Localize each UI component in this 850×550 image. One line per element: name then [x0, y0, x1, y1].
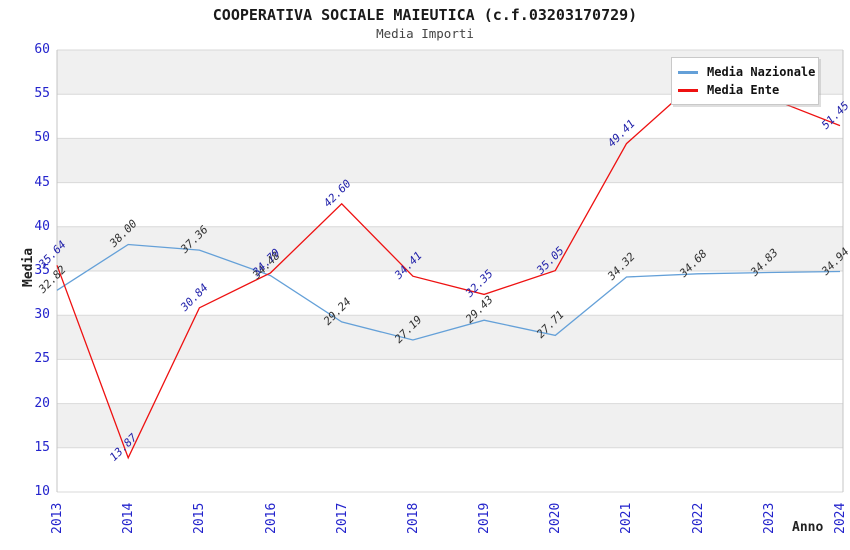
x-tick-label: 2015: [192, 502, 208, 534]
legend-label: Media Ente: [707, 83, 780, 97]
series-line-media-nazionale: [56, 243, 841, 341]
x-tick-label: 2023: [761, 502, 777, 534]
legend: Media Nazionale Media Ente: [671, 57, 819, 105]
plot-band: [57, 138, 843, 183]
x-tick-label: 2018: [405, 502, 421, 534]
chart-title: COOPERATIVA SOCIALE MAIEUTICA (c.f.03203…: [212, 6, 638, 24]
x-tick-label: 2021: [619, 502, 635, 534]
legend-line-swatch-icon: [678, 70, 698, 74]
y-tick-label: 20: [34, 395, 50, 411]
y-tick-label: 45: [34, 174, 50, 190]
x-tick-label: 2014: [121, 502, 137, 534]
x-tick-label: 2013: [50, 502, 65, 534]
x-tick-label: 2019: [477, 502, 493, 534]
y-tick-label: 10: [34, 484, 50, 499]
y-tick-label: 35: [34, 263, 50, 278]
legend-items: Media Nazionale Media Ente: [678, 63, 816, 99]
chart-subtitle: Media Importi: [376, 26, 474, 41]
legend-label: Media Nazionale: [707, 65, 816, 79]
legend-item: Media Nazionale: [678, 63, 816, 81]
x-axis-title: Anno: [792, 520, 824, 535]
x-tick-label: 2017: [334, 502, 350, 534]
legend-line-swatch-icon: [678, 88, 698, 92]
y-tick-label: 30: [34, 307, 50, 323]
y-tick-label: 25: [34, 351, 50, 367]
x-tick-label: 2016: [263, 502, 279, 534]
y-axis-title: Media: [21, 247, 36, 287]
x-tick-label: 2022: [690, 502, 706, 534]
y-tick-label: 50: [34, 130, 50, 146]
x-tick-label: 2020: [548, 502, 564, 534]
legend-item: Media Ente: [678, 81, 812, 99]
plot-band: [57, 226, 843, 271]
y-tick-label: 55: [34, 86, 50, 102]
x-tick-label: 2024: [833, 502, 848, 534]
plot-band: [57, 315, 843, 360]
plot-band: [57, 403, 843, 448]
y-tick-label: 40: [34, 218, 50, 234]
y-tick-label: 60: [34, 42, 50, 57]
y-tick-label: 15: [34, 439, 50, 455]
